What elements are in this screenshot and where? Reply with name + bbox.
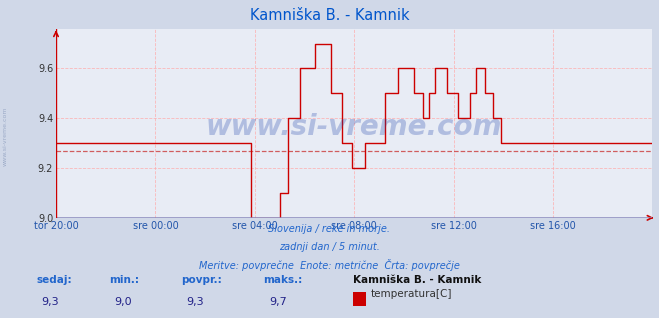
Text: 9,7: 9,7 xyxy=(269,297,287,307)
Text: min.:: min.: xyxy=(109,275,139,285)
Text: povpr.:: povpr.: xyxy=(181,275,222,285)
Text: sedaj:: sedaj: xyxy=(36,275,72,285)
Text: Kamniška B. - Kamnik: Kamniška B. - Kamnik xyxy=(353,275,481,285)
Text: Kamniška B. - Kamnik: Kamniška B. - Kamnik xyxy=(250,8,409,23)
Text: 9,0: 9,0 xyxy=(114,297,132,307)
Text: 9,3: 9,3 xyxy=(42,297,59,307)
Text: maks.:: maks.: xyxy=(264,275,303,285)
Text: Slovenija / reke in morje.: Slovenija / reke in morje. xyxy=(268,224,391,234)
Text: www.si-vreme.com: www.si-vreme.com xyxy=(206,113,502,141)
Text: Meritve: povprečne  Enote: metrične  Črta: povprečje: Meritve: povprečne Enote: metrične Črta:… xyxy=(199,259,460,271)
Text: 9,3: 9,3 xyxy=(186,297,204,307)
Text: temperatura[C]: temperatura[C] xyxy=(371,289,453,299)
Text: zadnji dan / 5 minut.: zadnji dan / 5 minut. xyxy=(279,242,380,252)
Text: www.si-vreme.com: www.si-vreme.com xyxy=(3,107,8,167)
